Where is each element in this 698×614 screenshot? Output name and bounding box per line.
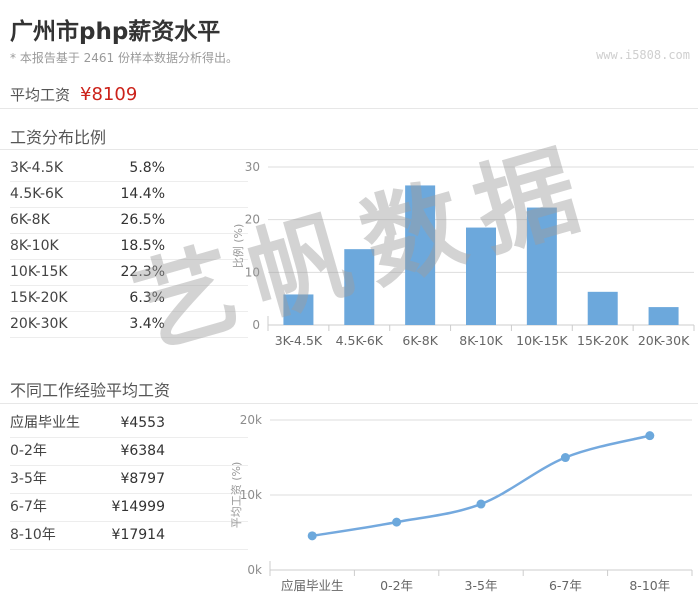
row-value: ¥17914 [111,527,165,543]
row-value: 22.3% [120,264,165,280]
row-label: 10K-15K [10,264,68,280]
y-tick-label: 30 [245,160,260,174]
bar [466,227,496,325]
page-title: 广州市php薪资水平 [10,19,221,45]
x-category-label: 20K-30K [638,333,690,348]
data-point-marker [560,453,570,463]
x-category-label: 8-10年 [629,578,670,593]
table-row: 8K-10K 18.5% [10,234,248,260]
y-tick-label: 20 [245,213,260,227]
row-value: 26.5% [120,212,165,228]
table-row: 3-5年 ¥8797 [10,466,248,494]
row-label: 0-2年 [10,443,47,459]
average-salary-value: ¥8109 [80,84,138,105]
table-row: 3K-4.5K 5.8% [10,156,248,182]
y-tick-label: 10 [245,265,260,279]
row-value: ¥8797 [120,471,165,487]
table-row: 6K-8K 26.5% [10,208,248,234]
x-category-label: 3K-4.5K [275,333,323,348]
row-label: 6-7年 [10,499,47,515]
row-value: 5.8% [129,160,165,176]
experience-line-chart: 0k 10k 20k 应届毕业生 0-2年 3-5年 6-7年 8-10年 平均工资 (%) [230,413,693,593]
row-value: 3.4% [129,316,165,332]
row-value: ¥14999 [111,499,165,515]
experience-heading: 不同工作经验平均工资 [10,381,171,400]
y-tick-label: 0 [252,318,260,332]
bar [526,207,557,325]
distribution-heading: 工资分布比例 [10,128,107,147]
y-tick-label: 0k [247,563,262,577]
row-label: 8K-10K [10,238,59,254]
row-label: 3-5年 [10,471,47,487]
x-category-label: 6-7年 [549,578,582,593]
table-row: 15K-20K 6.3% [10,286,248,312]
page-subtitle: * 本报告基于 2461 份样本数据分析得出。 [10,51,238,65]
x-category-label: 10K-15K [516,333,568,348]
salary-distribution-bar-chart: 0 10 20 30 3K-4.5K 4.5K-6K 6K-8K 8K-10K 10K-15K 1… [231,160,695,348]
average-salary-label: 平均工资 [10,86,71,104]
table-row: 4.5K-6K 14.4% [10,182,248,208]
x-category-label: 应届毕业生 [281,578,344,593]
data-point-marker [307,531,317,541]
y-tick-label: 20k [240,413,262,427]
divider [0,108,698,109]
row-label: 15K-20K [10,290,68,306]
y-axis-title: 比例 (%) [231,224,245,269]
x-category-label: 0-2年 [380,578,413,593]
row-label: 8-10年 [10,527,56,543]
divider [0,149,698,150]
table-row: 6-7年 ¥14999 [10,494,248,522]
table-row: 应届毕业生 ¥4553 [10,410,248,438]
row-value: 18.5% [120,238,165,254]
data-point-marker [392,517,402,527]
experience-table: 应届毕业生 ¥4553 0-2年 ¥6384 3-5年 ¥8797 6-7年 ¥14999 8-… [10,410,248,550]
bar [648,307,679,325]
y-axis-title: 平均工资 (%) [230,462,243,529]
site-url-watermark: www.i5808.com [596,48,690,62]
bar [405,185,436,325]
row-label: 3K-4.5K [10,160,64,176]
row-label: 4.5K-6K [10,186,64,202]
table-row: 20K-30K 3.4% [10,312,248,338]
data-point-marker [476,499,486,509]
x-category-label: 3-5年 [465,578,498,593]
bar [283,294,314,325]
table-row: 8-10年 ¥17914 [10,522,248,550]
row-label: 6K-8K [10,212,50,228]
table-row: 0-2年 ¥6384 [10,438,248,466]
salary-distribution-table: 3K-4.5K 5.8% 4.5K-6K 14.4% 6K-8K 26.5% 8K-10K 1… [10,156,248,338]
x-category-label: 15K-20K [577,333,629,348]
row-value: ¥4553 [120,415,165,431]
x-category-label: 8K-10K [459,333,503,348]
data-point-marker [645,431,655,441]
average-salary-row: 平均工资 ¥8109 [10,84,137,105]
x-category-label: 4.5K-6K [336,333,384,348]
row-value: ¥6384 [120,443,165,459]
line-series [311,434,651,538]
row-label: 20K-30K [10,316,68,332]
x-category-label: 6K-8K [402,333,438,348]
bar [587,291,618,325]
row-value: 14.4% [120,186,165,202]
divider [0,403,698,404]
bar [344,249,375,325]
row-label: 应届毕业生 [10,415,80,431]
table-row: 10K-15K 22.3% [10,260,248,286]
y-tick-label: 10k [240,488,262,502]
row-value: 6.3% [129,290,165,306]
